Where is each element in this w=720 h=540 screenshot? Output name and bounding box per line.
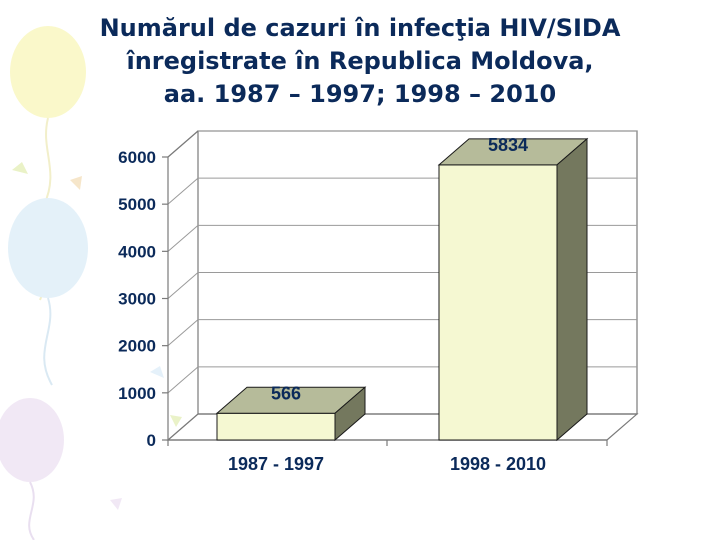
bar-front [438, 164, 558, 441]
bar-side [334, 386, 366, 442]
gridline-depth [167, 272, 199, 299]
y-tick-label: 5000 [118, 195, 156, 214]
gridline-depth [167, 319, 199, 347]
y-tick-label: 2000 [118, 337, 156, 356]
title-line-1: Numărul de cazuri în infecţia HIV/SIDA [99, 14, 621, 42]
bars [215, 137, 589, 442]
title-line-2: înregistrate în Republica Moldova, [126, 47, 594, 75]
bar-side [556, 137, 588, 442]
gridline-depth [167, 366, 199, 394]
y-tick-label: 4000 [118, 242, 156, 261]
title-line-3: aa. 1987 – 1997; 1998 – 2010 [163, 80, 557, 108]
y-tick-label: 6000 [118, 148, 156, 167]
slide-title: Numărul de cazuri în infecţia HIV/SIDA î… [0, 12, 720, 111]
y-tick-label: 0 [147, 431, 156, 450]
labels: 566 1987 - 1997 5834 1998 - 2010 [228, 135, 546, 474]
x-category-label: 1987 - 1997 [228, 454, 324, 474]
x-category-label: 1998 - 2010 [450, 454, 546, 474]
balloon-yellow [10, 26, 86, 118]
y-axis-top-edge [167, 130, 199, 158]
data-label: 5834 [488, 135, 528, 155]
y-tick-label: 3000 [118, 290, 156, 309]
y-axis-ticks: 0 1000 2000 3000 4000 5000 6000 [118, 148, 168, 450]
gridline-depth [167, 177, 199, 205]
balloon-purple [0, 398, 64, 482]
bar-front [216, 412, 336, 441]
data-label: 566 [271, 383, 301, 403]
balloon-blue [8, 198, 88, 298]
gridline-depth [167, 224, 199, 252]
y-tick-label: 1000 [118, 384, 156, 403]
